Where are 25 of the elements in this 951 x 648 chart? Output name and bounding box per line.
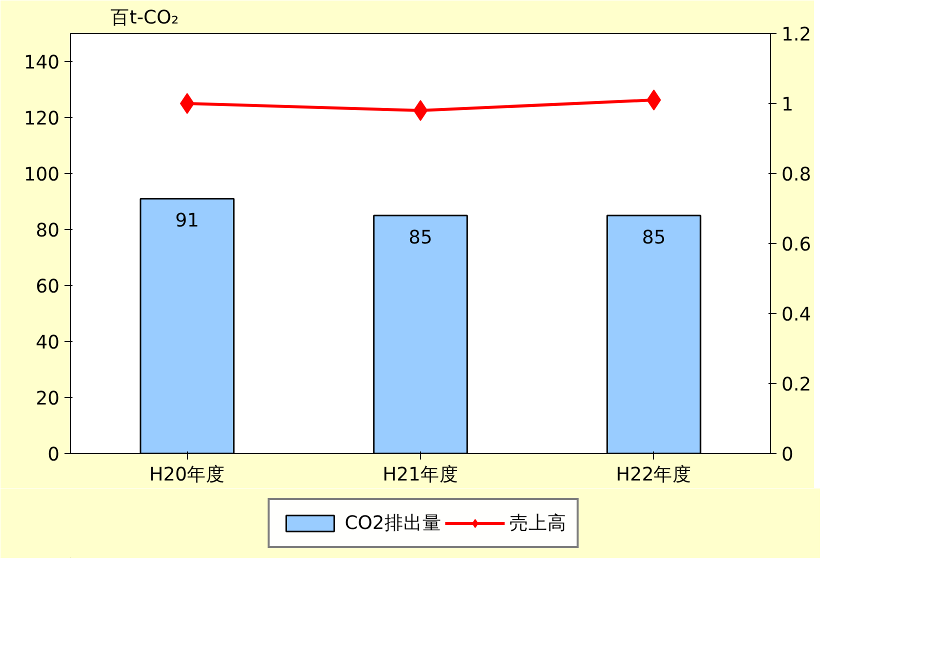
x-tick-label: H20年度 (149, 464, 226, 486)
y2-tick-label: 0.8 (782, 164, 812, 186)
y2-tick-label: 0 (782, 444, 794, 466)
y2-tick-label: 0.6 (782, 234, 812, 256)
y2-tick-label: 0.2 (782, 374, 812, 396)
legend-label: 売上高 (509, 512, 566, 536)
y2-tick-label: 0.4 (782, 304, 812, 326)
y-tick-label: 100 (24, 164, 60, 186)
data-label: 85 (642, 228, 666, 248)
y-tick-label: 80 (36, 220, 60, 242)
y-tick-label: 0 (48, 444, 60, 466)
y-tick-label: 120 (24, 108, 60, 130)
y-tick-label: 40 (36, 332, 60, 354)
y-tick-label: 60 (36, 276, 60, 298)
y-tick-label: 140 (24, 52, 60, 74)
y-tick-label: 20 (36, 388, 60, 410)
data-label: 91 (175, 210, 200, 232)
y2-tick-label: 1.2 (782, 24, 812, 46)
x-tick-label: H22年度 (616, 464, 692, 486)
y-axis-title: 百t-CO₂ (110, 8, 179, 28)
x-tick-label: H21年度 (382, 464, 458, 486)
y2-tick-label: 1 (782, 94, 794, 116)
legend-label: CO2排出量 (344, 512, 442, 536)
point (413, 100, 428, 121)
data-label: 85 (408, 228, 432, 248)
